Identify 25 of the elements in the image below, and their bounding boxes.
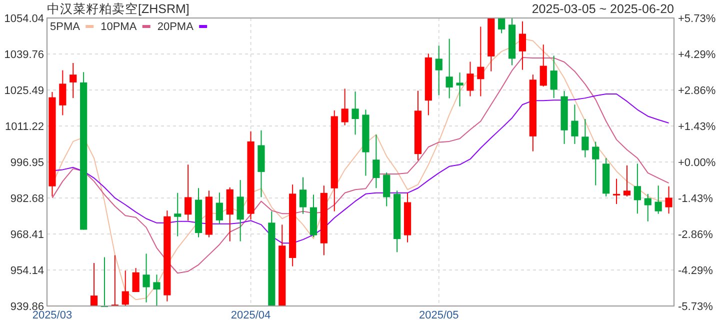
legend-label: 5PMA <box>50 21 81 33</box>
y2-tick-label: -2.86% <box>678 228 714 241</box>
x-tick-label: 2025/03 <box>32 310 72 320</box>
y2-tick-label: -5.73% <box>678 301 714 313</box>
y-tick-label: 996.95 <box>10 157 44 169</box>
y2-tick-label: +5.73% <box>678 13 716 25</box>
y-tick-label: 1025.49 <box>4 85 44 98</box>
legend-label: 20PMA <box>157 21 194 33</box>
x-tick-label: 2025/05 <box>418 310 459 320</box>
y2-tick-label: +1.43% <box>678 121 716 134</box>
x-tick-label: 2025/04 <box>230 310 271 320</box>
chart-subtitle: 2025-03-05 ~ 2025-06-20 <box>532 2 674 16</box>
y2-tick-label: +4.29% <box>678 49 716 62</box>
legend-label: 10PMA <box>100 21 138 33</box>
y2-tick-label: +2.86% <box>678 85 716 98</box>
y-tick-label: 954.14 <box>10 264 44 277</box>
y-tick-label: 1039.76 <box>4 49 44 62</box>
y-tick-label: 1054.04 <box>4 13 44 25</box>
chart-title: 中汉菜籽粕卖空[ZHSRM] <box>47 2 190 16</box>
y-tick-label: 968.41 <box>10 228 44 241</box>
y2-tick-label: +0.00% <box>678 157 716 169</box>
y2-tick-label: -4.29% <box>678 264 714 277</box>
y2-tick-label: -1.43% <box>678 192 714 205</box>
y-tick-label: 1011.22 <box>5 121 44 134</box>
y-tick-label: 982.68 <box>10 192 44 205</box>
